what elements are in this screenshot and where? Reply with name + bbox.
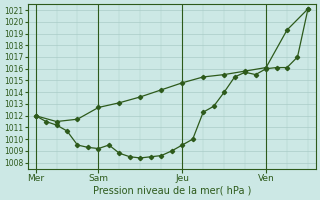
X-axis label: Pression niveau de la mer( hPa ): Pression niveau de la mer( hPa ) [92,186,251,196]
